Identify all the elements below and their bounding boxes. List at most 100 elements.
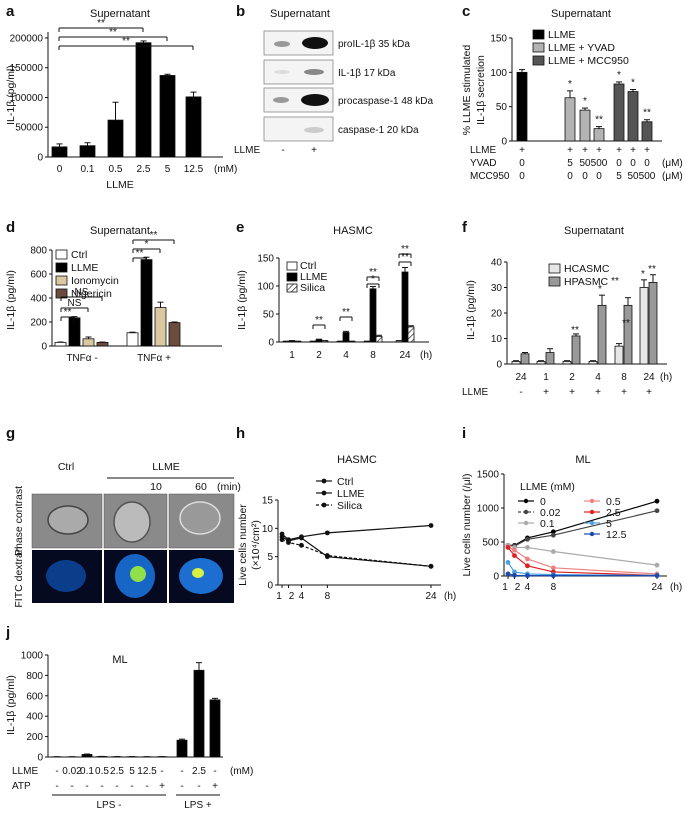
panel-d-sig-label: * bbox=[145, 239, 149, 250]
panel-j-y-tick-label: 0 bbox=[37, 753, 43, 764]
panel-i-x-tick-label: 8 bbox=[551, 582, 557, 593]
panel-h-ylabel2: (×10⁴/cm²) bbox=[250, 520, 262, 570]
panel-j-group-label: LPS + bbox=[184, 800, 212, 811]
panel-c-y-tick-label: 150 bbox=[490, 34, 507, 45]
panel-f-llme-cell: + bbox=[646, 387, 652, 398]
panel-b-band-faint bbox=[274, 70, 290, 74]
panel-c-title: Supernatant bbox=[551, 8, 611, 20]
panel-i-series-line bbox=[507, 546, 658, 575]
panel-a-sig-label: ** bbox=[122, 36, 130, 47]
panel-f-x-label: 24 bbox=[643, 372, 655, 383]
panel-g-row-label: Phase contrast bbox=[13, 486, 25, 556]
panel-h-point bbox=[428, 523, 434, 528]
panel-f-y-tick-label: 20 bbox=[491, 309, 503, 320]
panel-i-series-line bbox=[507, 547, 658, 576]
panel-b-band-label: IL-1β 17 kDa bbox=[338, 68, 396, 79]
panel-d-y-tick-label: 800 bbox=[30, 246, 47, 257]
panel-j-y-tick-label: 800 bbox=[26, 671, 43, 682]
panel-d-bar bbox=[154, 307, 167, 347]
panel-d-y-tick-label: 200 bbox=[30, 318, 47, 329]
panel-c-bar-5 bbox=[627, 91, 639, 142]
panel-i-legend-title: LLME (mM) bbox=[520, 481, 575, 493]
panel-i-point bbox=[550, 549, 556, 554]
panel-e-bar bbox=[401, 271, 409, 343]
panel-j-atp-cell: - bbox=[55, 781, 58, 792]
panel-e-bar bbox=[375, 335, 383, 343]
panel-g-cell bbox=[113, 501, 151, 543]
panel-j-atp-cell: - bbox=[197, 781, 200, 792]
panel-j-bar-8 bbox=[176, 739, 188, 758]
panel-h-x-unit: (h) bbox=[444, 591, 456, 602]
panel-b-title: Supernatant bbox=[270, 8, 330, 20]
panel-g-time-unit: (min) bbox=[217, 481, 241, 493]
panel-d-sig-label: ** bbox=[136, 248, 144, 259]
panel-f-sig: ** bbox=[611, 276, 619, 287]
panel-h-legend-marker bbox=[321, 478, 327, 484]
panel-c-row-cell: + bbox=[644, 145, 650, 156]
panel-h-y-tick-label: 5 bbox=[267, 552, 273, 563]
panel-c-sig: ** bbox=[643, 108, 651, 119]
panel-i-point bbox=[525, 556, 530, 562]
panel-e-bar bbox=[342, 332, 350, 343]
panel-f-llme-cell: + bbox=[543, 387, 549, 398]
panel-c-legend-swatch bbox=[532, 55, 545, 66]
panel-h-y-tick-label: 0 bbox=[267, 581, 273, 592]
panel-b-band-label: procaspase-1 48 kDa bbox=[338, 96, 433, 107]
panel-c-row-label: YVAD bbox=[470, 158, 497, 169]
panel-c-bar-2 bbox=[579, 109, 591, 142]
panel-b-band-label: proIL-1β 35 kDa bbox=[338, 39, 410, 50]
panel-h-x-tick-label: 24 bbox=[425, 591, 437, 602]
panel-d-legend-swatch bbox=[55, 275, 68, 286]
panel-c-row-cell: 0 bbox=[582, 171, 588, 182]
panel-f-bar bbox=[588, 361, 598, 365]
panel-c-sig: * bbox=[568, 79, 572, 90]
panel-h-ylabel: Live cells number bbox=[237, 504, 249, 586]
panel-letter-a: a bbox=[6, 3, 15, 20]
panel-e-y-tick-label: 0 bbox=[268, 338, 274, 349]
panel-a-bar-1 bbox=[79, 145, 96, 158]
panel-i-x-unit: (h) bbox=[670, 582, 682, 593]
panel-c-row-cell: 500 bbox=[591, 158, 608, 169]
panel-i-legend-label: 0.1 bbox=[540, 518, 555, 530]
panel-i-x-tick-label: 24 bbox=[651, 582, 663, 593]
panel-j-atp-cell: + bbox=[159, 781, 165, 792]
panel-a-y-tick-label: 0 bbox=[37, 153, 43, 164]
panel-c-row-cell: 50 bbox=[627, 171, 639, 182]
panel-c-row-label: MCC950 bbox=[470, 171, 510, 182]
panel-c-bar-3 bbox=[593, 128, 605, 142]
panel-c-row-cell: + bbox=[596, 145, 602, 156]
panel-j-llme-cell: - bbox=[55, 766, 58, 777]
panel-i-y-tick-label: 500 bbox=[482, 538, 499, 549]
panel-e-bar bbox=[369, 288, 377, 343]
panel-f-sig: * bbox=[598, 284, 602, 295]
panel-i-point bbox=[654, 498, 660, 504]
panel-c-row-cell: + bbox=[567, 145, 573, 156]
panel-h-legend-marker bbox=[321, 502, 327, 508]
panel-a-x-unit: (mM) bbox=[214, 164, 237, 175]
panel-h-point bbox=[324, 530, 330, 536]
panel-f-sig: ** bbox=[571, 325, 579, 336]
panel-j-atp-cell: + bbox=[212, 781, 218, 792]
panel-d-sig-label: NS bbox=[75, 287, 89, 298]
panel-letter-d: d bbox=[6, 219, 15, 236]
panel-b-band-strong bbox=[302, 37, 328, 49]
panel-i-legend-label: 0.02 bbox=[540, 507, 561, 519]
panel-i-point bbox=[525, 536, 530, 542]
panel-c-row-cell: 0 bbox=[596, 171, 602, 182]
panel-g-fluor-cell bbox=[46, 560, 86, 592]
panel-d-legend-swatch bbox=[55, 249, 68, 260]
panel-j-bar-9 bbox=[193, 669, 205, 758]
panel-i-series-line bbox=[507, 544, 658, 566]
panel-a-y-tick-label: 150000 bbox=[10, 63, 44, 74]
panel-c-row-cell: 0 bbox=[616, 158, 622, 169]
panel-i-legend-marker bbox=[589, 520, 595, 526]
panel-e-sig-label: ** bbox=[369, 267, 377, 278]
panel-a-ylabel: IL-1β (pg/ml) bbox=[5, 65, 17, 125]
panel-c-row-cell: 500 bbox=[639, 171, 656, 182]
panel-e-sig-label: ** bbox=[342, 307, 350, 318]
panel-e-bar bbox=[315, 339, 323, 343]
panel-d-sig-label: ** bbox=[64, 307, 72, 318]
panel-b-row-label: LLME bbox=[234, 145, 260, 156]
panel-i-point bbox=[525, 563, 530, 569]
panel-c-y-tick-label: 0 bbox=[501, 137, 507, 148]
